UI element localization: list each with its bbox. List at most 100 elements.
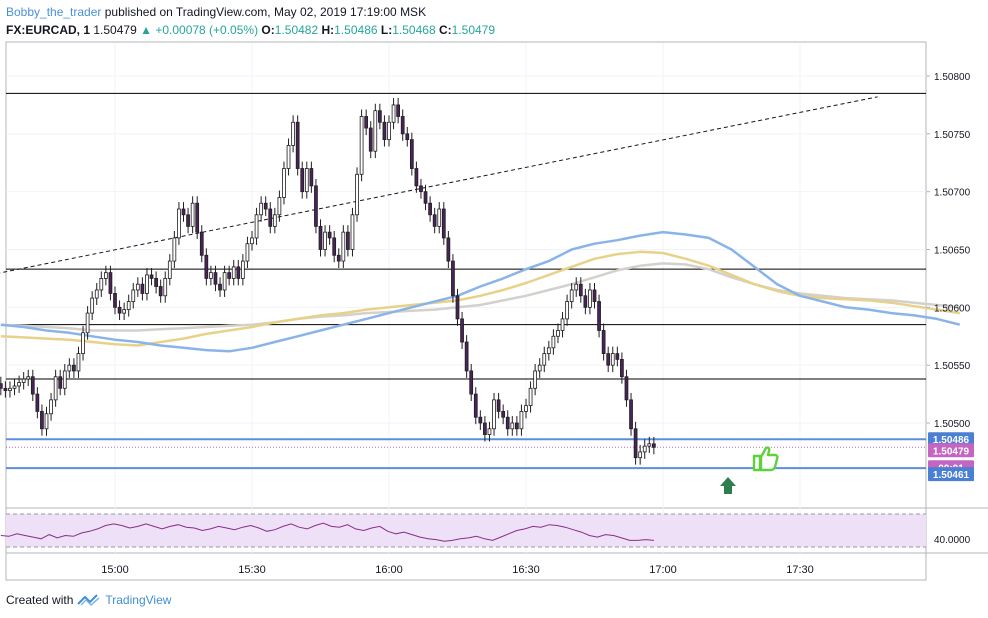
close-value: 1.50479	[451, 23, 496, 37]
x-tick-label: 16:00	[375, 564, 403, 576]
x-tick-label: 15:30	[238, 564, 266, 576]
candle-down	[432, 214, 437, 227]
x-tick-label: 17:30	[786, 564, 814, 576]
candle-up	[67, 364, 72, 372]
candle-down	[368, 127, 373, 152]
candle-up	[528, 387, 533, 407]
candle-up	[569, 289, 574, 302]
candle-up	[542, 353, 547, 366]
candle-up	[355, 173, 359, 216]
candle-down	[314, 185, 318, 227]
candle-down	[327, 231, 332, 239]
candle-down	[204, 254, 209, 279]
candle-up	[76, 353, 81, 372]
candle-down	[414, 168, 419, 187]
candle-down	[35, 393, 40, 412]
price-tag-label: 1.50461	[933, 470, 970, 481]
price-axis: 1.50800 1.50750 1.50700 1.50650 1.50600 1.505…	[926, 72, 971, 430]
candle-up	[437, 208, 442, 227]
candle-up	[642, 445, 647, 453]
candle-down	[592, 289, 597, 302]
symbol-name[interactable]: FX:EURCAD, 1	[6, 23, 91, 37]
candle-up	[638, 451, 643, 459]
candle-down	[629, 399, 633, 430]
rsi-band	[6, 514, 926, 547]
rsi-pane: 40.0000	[0, 513, 971, 548]
candle-down	[40, 411, 44, 430]
candle-down	[455, 295, 460, 320]
candle-up	[510, 422, 515, 430]
candle-down	[400, 116, 405, 135]
candle-down	[318, 225, 323, 250]
candle-up	[341, 231, 346, 262]
candle-down	[300, 168, 305, 193]
candle-down	[0, 383, 3, 389]
x-tick-label: 16:30	[512, 564, 540, 576]
open-value: 1.50482	[274, 23, 319, 37]
candle-up	[131, 289, 136, 302]
candle-up	[122, 309, 126, 314]
candle-up	[49, 399, 53, 415]
candle-down	[382, 121, 387, 141]
candle-up	[304, 168, 309, 193]
candle-down	[515, 422, 519, 430]
thumbs-up-icon	[752, 446, 779, 472]
candle-down	[460, 318, 464, 343]
candle-up	[90, 297, 95, 314]
candle-down	[652, 443, 656, 448]
candle-up	[323, 231, 327, 250]
candle-up	[291, 121, 295, 146]
candle-down	[72, 364, 76, 372]
candle-down	[396, 104, 400, 117]
candle-up	[610, 353, 615, 366]
candle-down	[268, 208, 273, 227]
footer: Created with TradingView	[6, 593, 171, 607]
dashed-trendline[interactable]	[0, 96, 878, 282]
candle-down	[473, 393, 478, 418]
candle-up	[391, 104, 396, 123]
candle-up	[387, 121, 391, 141]
x-tick-label: 15:00	[101, 564, 129, 576]
chart-frame	[5, 41, 927, 581]
horizontal-levels[interactable]	[0, 92, 926, 470]
candle-down	[419, 185, 423, 193]
candle-up	[145, 274, 149, 294]
candle-up	[519, 411, 524, 430]
candle-down	[501, 411, 506, 418]
candle-down	[213, 272, 218, 285]
candle-down	[195, 202, 200, 233]
candle-up	[94, 289, 99, 299]
low-value: 1.50468	[392, 23, 436, 37]
candle-up	[647, 443, 652, 447]
tradingview-link[interactable]: TradingView	[105, 593, 172, 607]
candle-down	[309, 168, 314, 187]
candle-up	[81, 332, 85, 354]
candle-up	[17, 382, 21, 387]
candle-up	[254, 214, 259, 239]
candle-up	[250, 237, 254, 245]
candle-up	[537, 364, 542, 372]
candle-down	[441, 208, 446, 239]
y-tick-label: 1.50650	[934, 246, 971, 257]
candle-up	[277, 197, 282, 216]
candle-up	[286, 144, 291, 169]
ma-blue-line	[0, 230, 961, 353]
candle-down	[378, 110, 382, 123]
candle-up	[135, 283, 140, 291]
green-up-arrow-icon	[720, 477, 736, 494]
candle-up	[373, 110, 378, 152]
candle-down	[451, 260, 455, 297]
chart-svg[interactable]: 40.0000 1.508001.507501.507001.506501.50…	[0, 0, 988, 590]
candle-down	[199, 231, 204, 256]
y-tick-label: 1.50600	[934, 303, 971, 314]
candle-down	[263, 202, 268, 210]
candle-down	[117, 306, 122, 314]
candle-up	[53, 376, 58, 401]
y-tick-label: 1.50800	[934, 72, 971, 83]
candle-down	[606, 353, 611, 366]
tradingview-logo-icon	[77, 594, 100, 606]
author-link[interactable]: Bobby_the_trader	[6, 5, 102, 19]
candle-down	[140, 283, 145, 294]
candle-down	[154, 278, 158, 287]
price-tag	[928, 432, 974, 447]
